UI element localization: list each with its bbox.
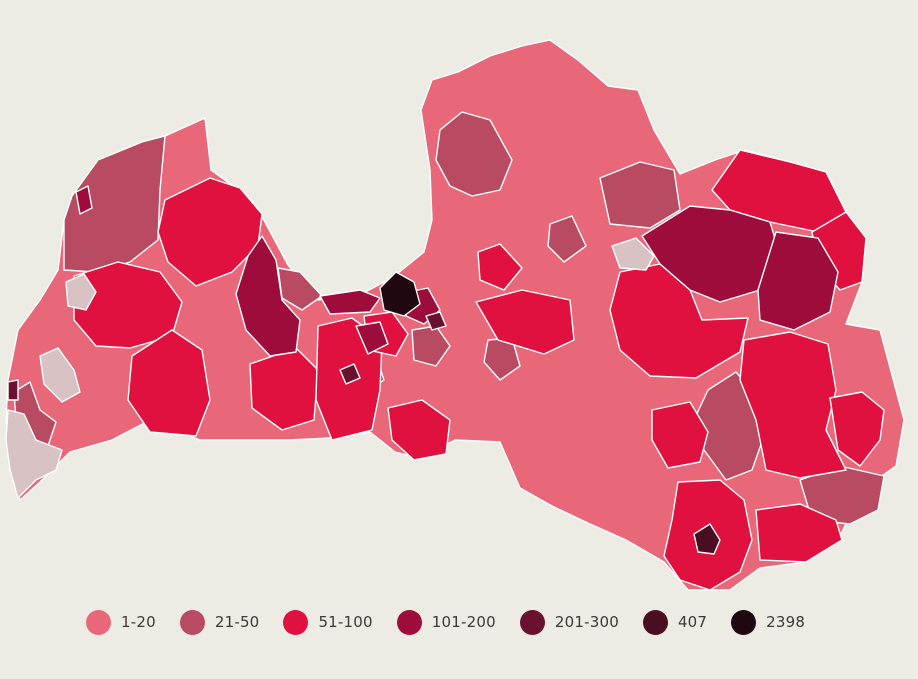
region-liepaja-city bbox=[7, 379, 19, 401]
region-riga-east bbox=[425, 311, 447, 331]
region-jekabpils bbox=[651, 401, 709, 469]
region-bauska bbox=[387, 399, 451, 461]
region-talsi bbox=[157, 177, 263, 287]
region-center-north bbox=[477, 243, 523, 291]
legend-label: 51-100 bbox=[318, 613, 373, 631]
legend-swatch bbox=[179, 609, 205, 635]
legend-swatch bbox=[642, 609, 668, 635]
region-nodata-2 bbox=[39, 347, 81, 403]
region-center-east bbox=[547, 215, 587, 263]
legend-swatch bbox=[519, 609, 545, 635]
legend-item-2398: 2398 bbox=[731, 609, 806, 635]
legend: 1-20 21-50 51-100 101-200 201-300 407 23… bbox=[86, 606, 829, 638]
legend-item-1-20: 1-20 bbox=[86, 609, 156, 635]
legend-swatch bbox=[396, 609, 422, 635]
legend-item-407: 407 bbox=[642, 609, 708, 635]
region-jurmala bbox=[319, 289, 381, 315]
region-daugavpils-city bbox=[693, 523, 721, 555]
region-coast-west bbox=[75, 185, 93, 215]
region-nodata-3 bbox=[5, 409, 63, 499]
legend-swatch bbox=[283, 609, 309, 635]
region-northeast-mid bbox=[435, 111, 513, 197]
legend-item-21-50: 21-50 bbox=[179, 609, 260, 635]
region-east-block bbox=[599, 161, 681, 229]
region-kraslava bbox=[755, 503, 843, 563]
legend-label: 2398 bbox=[766, 613, 806, 631]
region-saldus bbox=[127, 329, 211, 437]
legend-item-101-200: 101-200 bbox=[396, 609, 496, 635]
legend-item-51-100: 51-100 bbox=[283, 609, 373, 635]
legend-label: 21-50 bbox=[214, 613, 260, 631]
legend-swatch bbox=[731, 609, 757, 635]
region-rezekne bbox=[739, 331, 847, 479]
region-ventspils bbox=[63, 135, 166, 273]
legend-swatch bbox=[86, 609, 111, 635]
legend-label: 201-300 bbox=[554, 613, 619, 631]
region-rezekne-n bbox=[757, 231, 839, 331]
region-jelgava-city bbox=[339, 363, 361, 385]
region-riga bbox=[379, 271, 421, 317]
region-nodata-4 bbox=[611, 237, 655, 271]
region-riga-south-2 bbox=[355, 321, 389, 355]
region-engure bbox=[235, 235, 301, 357]
region-nodata-1 bbox=[65, 273, 97, 311]
legend-label: 101-200 bbox=[431, 613, 496, 631]
legend-label: 407 bbox=[677, 613, 708, 631]
region-ludza-east bbox=[829, 391, 885, 467]
legend-item-201-300: 201-300 bbox=[519, 609, 619, 635]
region-ogre bbox=[475, 289, 575, 355]
legend-label: 1-20 bbox=[121, 613, 156, 631]
